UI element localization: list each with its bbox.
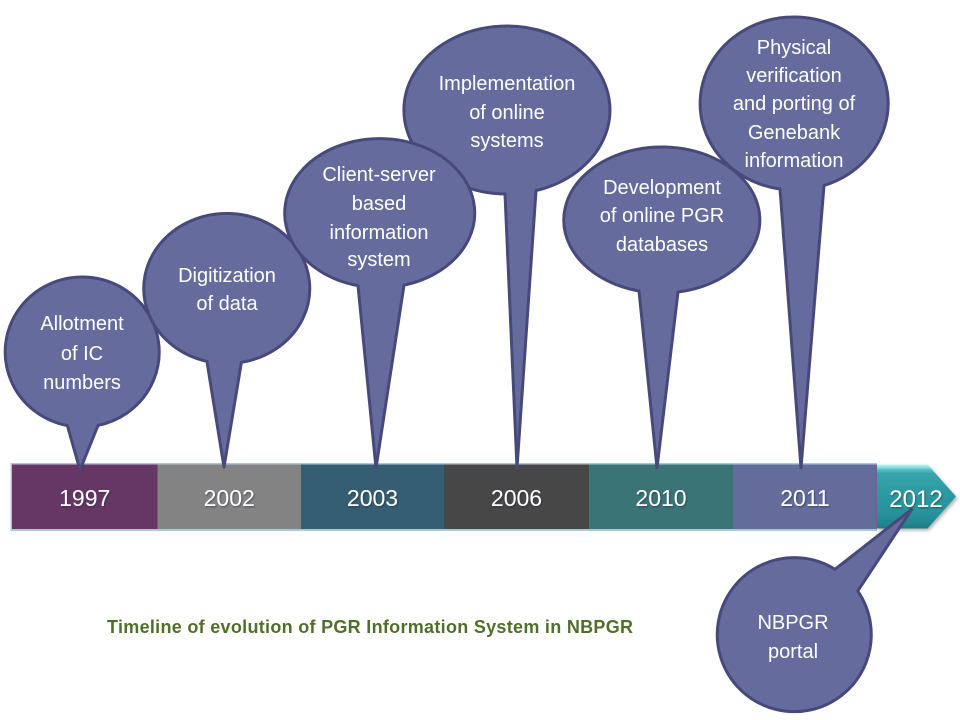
svg-text:NBPGR: NBPGR: [757, 612, 828, 634]
svg-text:2003: 2003: [347, 485, 398, 511]
svg-text:and porting of: and porting of: [733, 93, 856, 115]
svg-text:2010: 2010: [635, 485, 686, 511]
svg-text:verification: verification: [746, 65, 842, 87]
svg-text:based: based: [352, 193, 407, 215]
svg-text:information: information: [330, 222, 429, 244]
svg-text:Allotment: Allotment: [40, 313, 124, 335]
svg-text:Client-server: Client-server: [322, 164, 436, 186]
svg-text:portal: portal: [768, 641, 818, 663]
svg-text:of online PGR: of online PGR: [600, 205, 725, 227]
svg-text:Development: Development: [603, 177, 721, 199]
svg-text:Digitization: Digitization: [178, 265, 276, 287]
svg-text:2012: 2012: [889, 486, 942, 513]
svg-text:information: information: [745, 150, 844, 172]
svg-text:Implementation: Implementation: [439, 73, 576, 95]
svg-text:of IC: of IC: [61, 343, 103, 365]
svg-text:1997: 1997: [59, 485, 110, 511]
svg-text:system: system: [347, 249, 410, 271]
svg-text:numbers: numbers: [43, 372, 121, 394]
svg-text:systems: systems: [470, 130, 543, 152]
svg-text:2002: 2002: [204, 485, 255, 511]
svg-text:Genebank: Genebank: [748, 122, 841, 144]
svg-text:2011: 2011: [780, 485, 829, 511]
svg-text:2006: 2006: [491, 485, 542, 511]
svg-text:Timeline of evolution of PGR I: Timeline of evolution of PGR Information…: [107, 617, 633, 637]
svg-text:of online: of online: [469, 102, 545, 124]
svg-text:databases: databases: [616, 234, 708, 256]
svg-text:of data: of data: [196, 293, 258, 315]
svg-text:Physical: Physical: [757, 37, 831, 59]
